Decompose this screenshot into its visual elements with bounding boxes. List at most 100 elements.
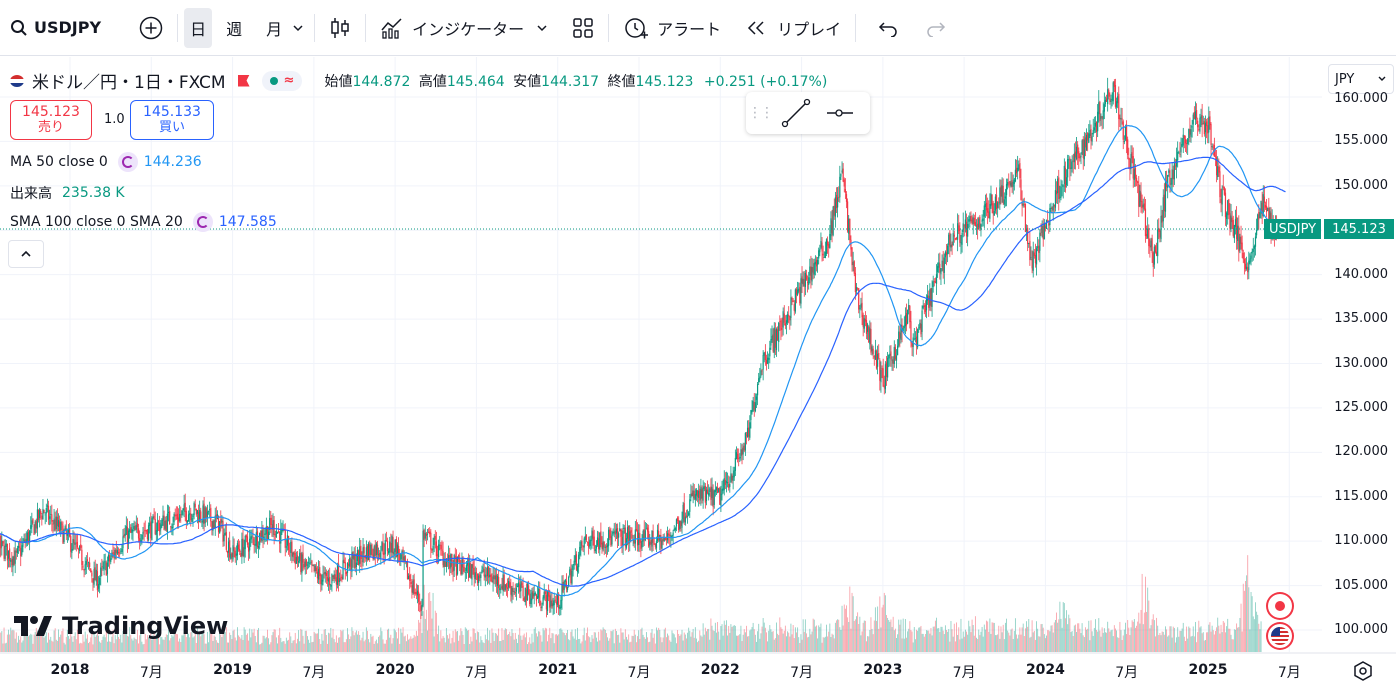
alert-marker-button[interactable] <box>1266 592 1294 620</box>
redo-button[interactable] <box>916 8 954 48</box>
candle-body <box>658 530 660 540</box>
volume-bar <box>196 628 198 652</box>
volume-bar <box>813 619 815 652</box>
volume-bar <box>1219 633 1221 652</box>
chart-type-button[interactable] <box>321 8 359 48</box>
volume-bar <box>996 635 997 652</box>
volume-bar <box>551 632 553 652</box>
volume-bar <box>22 640 24 652</box>
compare-symbol-button[interactable] <box>131 8 171 48</box>
volume-bar <box>485 639 487 652</box>
candle-body <box>1142 204 1144 208</box>
collapse-legend-button[interactable] <box>8 240 44 268</box>
tradingview-logo[interactable]: TradingView <box>14 612 228 640</box>
candle-body <box>441 549 443 551</box>
market-status-pill[interactable]: ≈ <box>261 70 303 91</box>
alert-button[interactable]: アラート <box>615 8 729 48</box>
volume-bar <box>549 627 551 652</box>
buy-button[interactable]: 145.133 買い <box>130 100 214 140</box>
drag-handle-icon[interactable]: ⋮⋮ <box>748 105 774 121</box>
candle-body <box>1118 93 1120 120</box>
price-chart[interactable] <box>0 57 1396 698</box>
candle-body <box>1051 207 1053 209</box>
candle-body <box>83 569 85 572</box>
currency-select[interactable]: JPY <box>1328 64 1394 94</box>
undo-button[interactable] <box>870 8 908 48</box>
symbol-search[interactable]: USDJPY <box>0 8 109 48</box>
timeframe-month-button[interactable]: 月 <box>266 19 283 39</box>
volume-bar <box>1146 611 1148 652</box>
candle-body <box>462 557 464 568</box>
volume-bar <box>863 620 865 652</box>
candle-body <box>668 533 670 536</box>
candle-body <box>475 572 478 574</box>
volume-bar <box>243 627 245 652</box>
volume-bar <box>331 637 333 652</box>
candle-body <box>133 526 135 530</box>
ma-legend-row[interactable]: MA 50 close 0 144.236 <box>10 152 202 172</box>
layout-button[interactable] <box>564 8 602 48</box>
volume-bar <box>501 628 503 652</box>
candle-body <box>414 591 416 594</box>
indicators-button[interactable]: インジケーター <box>372 8 532 48</box>
close-label: 終値 <box>607 73 636 90</box>
candle-body <box>190 513 192 521</box>
volume-bar <box>1087 628 1089 652</box>
volume-bar <box>655 627 657 652</box>
volume-bar <box>553 643 555 652</box>
candle-body <box>680 521 682 526</box>
candle-body <box>189 513 191 515</box>
sell-button[interactable]: 145.123 売り <box>10 100 92 140</box>
candle-body <box>803 278 805 287</box>
candle-body <box>1120 118 1122 120</box>
volume-bar <box>937 628 939 652</box>
volume-bar <box>539 631 541 652</box>
volume-bar <box>1090 620 1092 652</box>
economic-event-button[interactable] <box>1266 622 1294 650</box>
candle-body <box>972 217 974 224</box>
candle-body <box>612 531 614 534</box>
timeframe-dropdown[interactable] <box>288 8 308 48</box>
timeframe-week-button[interactable]: 週 <box>226 19 243 39</box>
chart-settings-button[interactable] <box>1352 660 1374 682</box>
candle-body <box>408 576 410 580</box>
top-toolbar: USDJPY 日 週 月 インジケーター アラート リプレイ <box>0 0 1396 56</box>
candle-body <box>92 578 94 583</box>
trend-line-tool[interactable] <box>774 98 818 128</box>
volume-bar <box>1057 622 1059 652</box>
volume-bar <box>41 630 43 652</box>
candle-body <box>862 314 864 327</box>
candle-body <box>1202 123 1204 125</box>
candle-body <box>644 530 646 541</box>
volume-bar <box>838 619 840 652</box>
price-axis-label: 155.000 <box>1334 133 1388 149</box>
volume-bar <box>924 634 926 652</box>
volume-bar <box>697 642 699 652</box>
volume-bar <box>579 638 581 652</box>
indicators-dropdown[interactable] <box>532 8 552 48</box>
candle-body <box>515 588 518 592</box>
volume-legend-row[interactable]: 出来高 235.38 K <box>10 183 125 203</box>
flag-icon[interactable] <box>237 74 250 87</box>
candle-body <box>833 205 835 216</box>
candle-body <box>231 553 233 558</box>
volume-bar <box>359 634 361 652</box>
candle-body <box>811 267 813 282</box>
candle-body <box>247 546 250 552</box>
candle-body <box>434 535 436 540</box>
candle-body <box>964 219 967 229</box>
volume-value: 235.38 K <box>62 185 125 201</box>
volume-bar <box>254 635 256 652</box>
candle-body <box>309 563 311 565</box>
timeframe-day-button[interactable]: 日 <box>184 7 213 48</box>
volume-bar <box>1131 620 1133 652</box>
candle-body <box>16 548 18 553</box>
candle-body <box>635 529 638 531</box>
candle-body <box>868 326 870 343</box>
sma-legend-row[interactable]: SMA 100 close 0 SMA 20 147.585 <box>10 212 277 232</box>
volume-bar <box>1089 640 1091 652</box>
horizontal-ray-tool[interactable] <box>818 106 862 120</box>
candle-body <box>452 566 454 573</box>
volume-bar <box>33 634 35 652</box>
replay-button[interactable]: リプレイ <box>737 8 849 48</box>
